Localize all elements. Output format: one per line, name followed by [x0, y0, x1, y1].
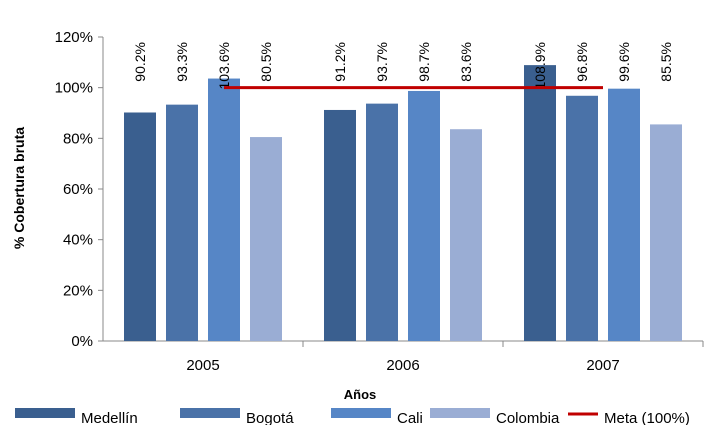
bar-cali-2005	[208, 78, 240, 342]
y-tick-label: 60%	[63, 181, 93, 198]
bars	[124, 65, 682, 342]
y-tick-label: 0%	[71, 333, 93, 350]
y-axis-title: % Cobertura bruta	[11, 127, 27, 249]
bar-colombia-2005	[250, 137, 282, 341]
y-tick-label: 40%	[63, 232, 93, 249]
data-label: 98.7%	[416, 42, 432, 82]
y-tick-label: 120%	[55, 29, 93, 46]
legend-entry: Cali	[331, 408, 423, 427]
bar-cali-2006	[408, 90, 440, 342]
data-label: 108.9%	[532, 42, 548, 89]
legend-label: Meta (100%)	[604, 410, 690, 425]
legend-swatch	[430, 408, 490, 418]
data-label: 85.5%	[658, 42, 674, 82]
bar-medell-n-2005	[124, 112, 156, 341]
bar-medell-n-2006	[324, 109, 356, 342]
legend-entry: Colombia	[430, 408, 560, 427]
x-tick-label: 2007	[586, 357, 619, 374]
data-label: 91.2%	[332, 42, 348, 82]
legend-entry: Bogotá	[180, 408, 294, 427]
x-axis-title: Años	[344, 387, 377, 402]
y-tick-label: 20%	[63, 282, 93, 299]
legend-entry: Meta (100%)	[568, 410, 690, 427]
data-labels: 90.2% 91.2% 108.9% 93.3% 93.7% 96.8% 103.6% 98.…	[132, 42, 674, 89]
data-label: 93.7%	[374, 42, 390, 82]
legend-label: Cali	[397, 410, 423, 425]
x-tick-label: 2005	[186, 357, 219, 374]
bar-medell-n-2007	[524, 65, 556, 342]
bar-colombia-2007	[650, 124, 682, 342]
data-label: 90.2%	[132, 42, 148, 82]
legend-label: Bogotá	[246, 410, 294, 425]
axes: 0% 20% 40% 60% 80% 100% 120% 2005 2006 2007	[55, 29, 704, 374]
bar-bogot--2005	[166, 104, 198, 341]
bar-cali-2007	[608, 88, 640, 342]
legend-entry: Medellín	[15, 408, 138, 427]
data-label: 93.3%	[174, 42, 190, 82]
legend-label: Colombia	[496, 410, 560, 425]
x-tick-label: 2006	[386, 357, 419, 374]
data-label: 80.5%	[258, 42, 274, 82]
data-label: 96.8%	[574, 42, 590, 82]
data-label: 99.6%	[616, 42, 632, 82]
y-tick-label: 80%	[63, 130, 93, 147]
legend-label: Medellín	[81, 410, 138, 425]
data-label: 83.6%	[458, 42, 474, 82]
legend-swatch	[331, 408, 391, 418]
bar-bogot--2007	[566, 95, 598, 341]
bar-bogot--2006	[366, 103, 398, 341]
legend: Medellín Bogotá Cali Colombia Meta (100%)	[15, 408, 690, 427]
legend-swatch	[180, 408, 240, 418]
bar-colombia-2006	[450, 129, 482, 341]
data-label: 103.6%	[216, 42, 232, 89]
y-tick-label: 100%	[55, 80, 93, 97]
legend-swatch	[15, 408, 75, 418]
